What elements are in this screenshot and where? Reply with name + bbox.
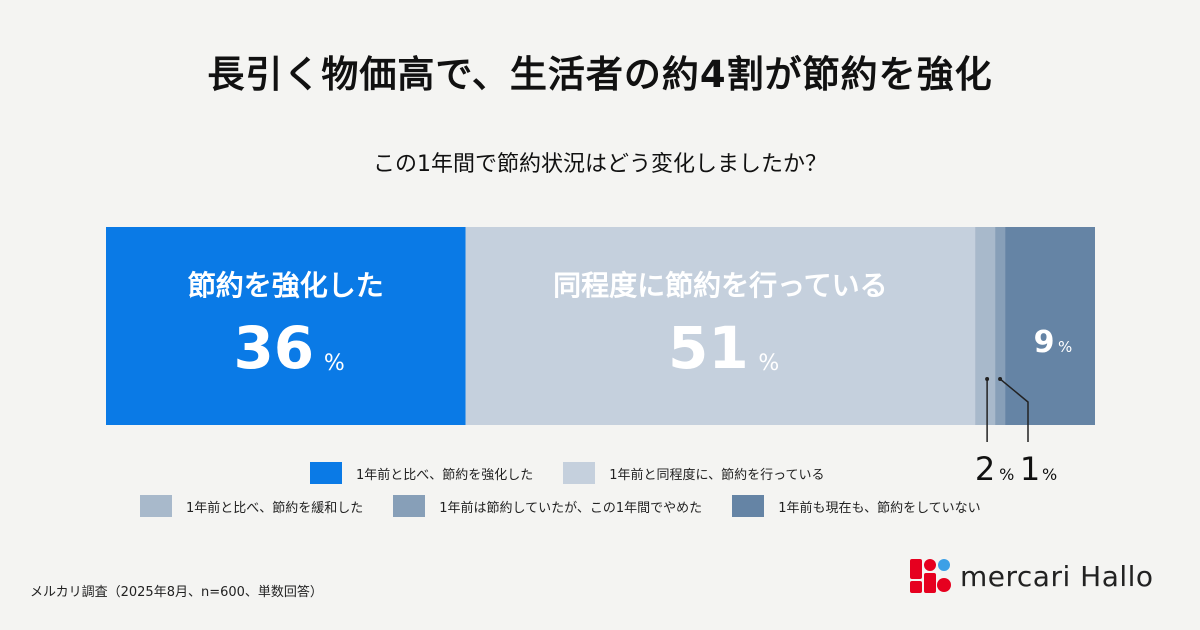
legend-label: 1年前と同程度に、節約を行っている <box>609 467 825 483</box>
mercari-hallo-logo-icon <box>910 559 951 593</box>
callout-line-3 <box>999 378 1029 442</box>
segment-label-1: 同程度に節約を行っている <box>553 269 888 302</box>
chart-subtitle: この1年間で節約状況はどう変化しましたか？ <box>373 152 827 177</box>
brand-logo: mercari Hallo <box>910 559 1154 593</box>
legend-item-same: 1年前と同程度に、節約を行っている <box>563 462 825 484</box>
legend-item-relaxed: 1年前と比べ、節約を緩和した <box>140 495 363 517</box>
logo-text: mercari Hallo <box>960 559 1154 593</box>
segment-value-1: 51 <box>668 314 749 382</box>
legend-item-strengthened: 1年前と比べ、節約を強化した <box>310 462 533 484</box>
legend-item-stopped: 1年前は節約していたが、この1年間でやめた <box>393 495 702 517</box>
legend-swatch <box>732 495 765 517</box>
bar-segment-4 <box>1005 227 1095 425</box>
segment-percent-4: % <box>1058 338 1072 356</box>
legend-swatch <box>563 462 596 484</box>
legend-label: 1年前も現在も、節約をしていない <box>778 500 981 516</box>
legend-label: 1年前と比べ、節約を強化した <box>356 467 534 483</box>
segment-value-4: 9 <box>1034 325 1055 360</box>
legend-row-1: 1年前と比べ、節約を強化した 1年前と同程度に、節約を行っている <box>310 462 855 484</box>
legend-row-2: 1年前と比べ、節約を緩和した 1年前は節約していたが、この1年間でやめた 1年前… <box>140 495 1011 517</box>
legend-swatch <box>393 495 426 517</box>
chart-title: 長引く物価高で、生活者の約4割が節約を強化 <box>207 53 993 96</box>
legend-swatch <box>140 495 172 517</box>
legend-label: 1年前と比べ、節約を緩和した <box>186 500 364 516</box>
bar-segment-0 <box>106 227 466 425</box>
segment-value-0: 36 <box>233 314 314 382</box>
callout-percent-2: % <box>999 465 1014 484</box>
bar-segment-1 <box>465 227 976 425</box>
segment-percent-0: % <box>324 351 345 376</box>
bar-segment-3 <box>995 227 1006 425</box>
bar-segment-2 <box>975 227 996 425</box>
callout-value-3: 1 <box>1020 450 1040 488</box>
callout-percent-3: % <box>1042 465 1057 484</box>
legend-item-none: 1年前も現在も、節約をしていない <box>732 495 981 517</box>
legend-swatch <box>310 462 342 484</box>
legend-label: 1年前は節約していたが、この1年間でやめた <box>439 500 703 516</box>
segment-label-0: 節約を強化した <box>188 269 384 302</box>
segment-percent-1: % <box>758 351 779 376</box>
source-note: メルカリ調査（2025年8月、n=600、単数回答） <box>30 585 323 600</box>
callout-value-2: 2 <box>975 450 995 488</box>
